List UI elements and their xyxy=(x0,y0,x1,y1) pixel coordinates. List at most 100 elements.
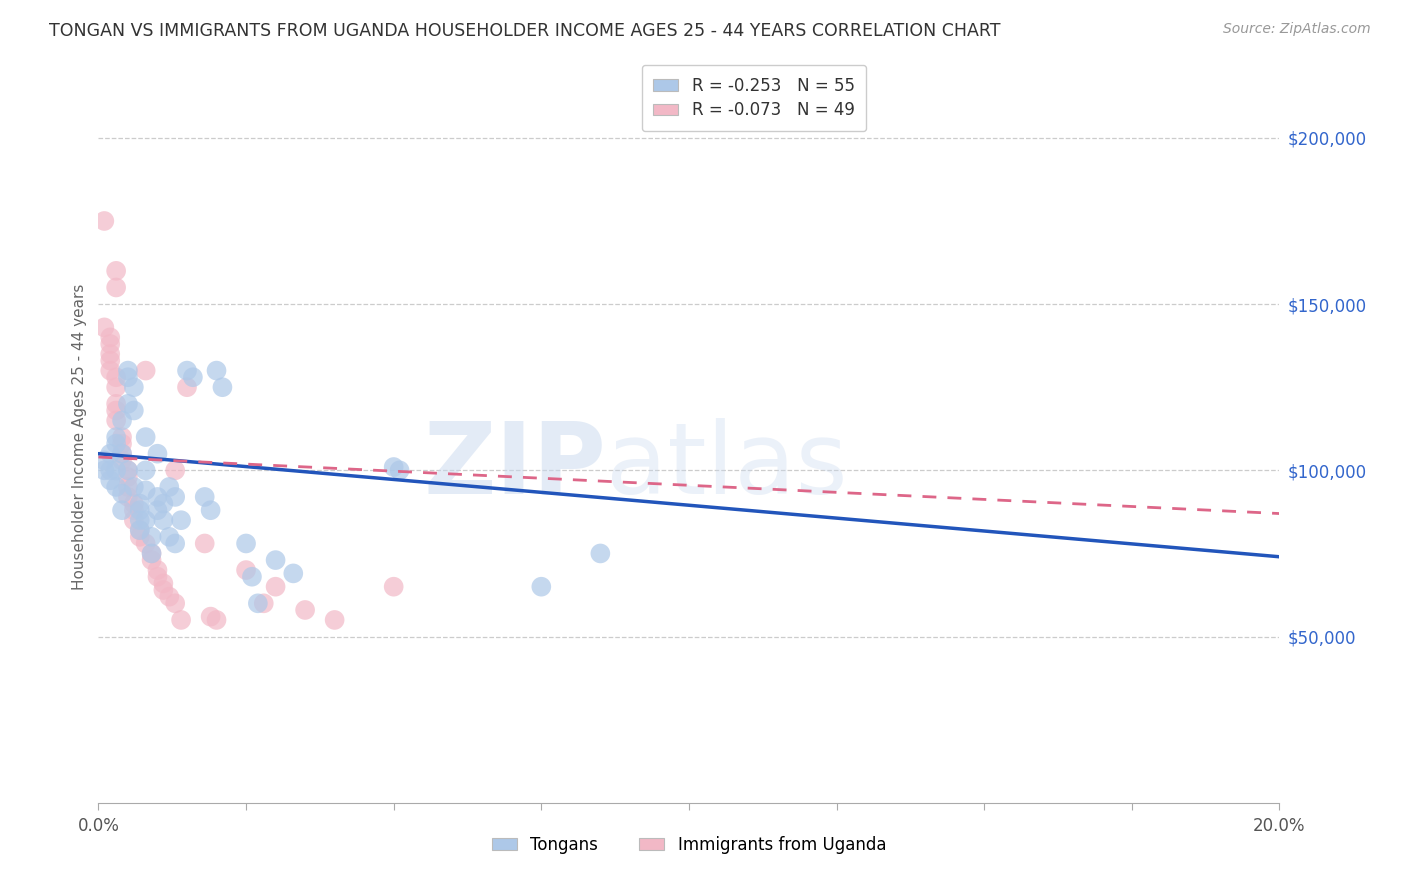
Point xyxy=(128,530,150,544)
Point xyxy=(152,497,174,511)
Point xyxy=(388,463,411,477)
Point xyxy=(105,370,128,384)
Point xyxy=(93,320,115,334)
Point xyxy=(264,553,287,567)
Point xyxy=(105,480,128,494)
Point xyxy=(128,523,150,537)
Point xyxy=(122,503,145,517)
Point xyxy=(146,570,169,584)
Point xyxy=(105,397,128,411)
Point xyxy=(141,546,163,560)
Point xyxy=(200,609,222,624)
Text: atlas: atlas xyxy=(606,417,848,515)
Point xyxy=(382,580,405,594)
Point xyxy=(117,370,139,384)
Point xyxy=(157,530,180,544)
Point xyxy=(170,513,193,527)
Point xyxy=(176,363,198,377)
Point xyxy=(105,403,128,417)
Point xyxy=(128,503,150,517)
Text: TONGAN VS IMMIGRANTS FROM UGANDA HOUSEHOLDER INCOME AGES 25 - 44 YEARS CORRELATI: TONGAN VS IMMIGRANTS FROM UGANDA HOUSEHO… xyxy=(49,22,1001,40)
Point xyxy=(111,453,134,467)
Point xyxy=(323,613,346,627)
Point xyxy=(152,576,174,591)
Point xyxy=(141,546,163,560)
Point xyxy=(135,513,157,527)
Point xyxy=(235,536,257,550)
Point xyxy=(98,447,121,461)
Point xyxy=(146,503,169,517)
Point xyxy=(111,430,134,444)
Point xyxy=(117,490,139,504)
Point xyxy=(98,330,121,344)
Point xyxy=(530,580,553,594)
Point xyxy=(176,380,198,394)
Point xyxy=(111,447,134,461)
Point xyxy=(105,413,128,427)
Point xyxy=(122,497,145,511)
Point xyxy=(135,463,157,477)
Point xyxy=(246,596,269,610)
Point xyxy=(117,463,139,477)
Point xyxy=(146,490,169,504)
Point xyxy=(165,596,187,610)
Point xyxy=(105,436,128,450)
Text: Source: ZipAtlas.com: Source: ZipAtlas.com xyxy=(1223,22,1371,37)
Point xyxy=(194,490,217,504)
Point xyxy=(128,523,150,537)
Point xyxy=(117,480,139,494)
Point xyxy=(170,613,193,627)
Point xyxy=(122,403,145,417)
Point xyxy=(105,380,128,394)
Point xyxy=(93,453,115,467)
Point xyxy=(98,363,121,377)
Point xyxy=(111,413,134,427)
Point xyxy=(152,582,174,597)
Point xyxy=(98,473,121,487)
Point xyxy=(235,563,257,577)
Point xyxy=(122,513,145,527)
Point xyxy=(93,214,115,228)
Point xyxy=(117,463,139,477)
Point xyxy=(128,497,150,511)
Point xyxy=(111,447,134,461)
Point xyxy=(240,570,263,584)
Point xyxy=(146,563,169,577)
Point xyxy=(382,460,405,475)
Point xyxy=(135,430,157,444)
Point xyxy=(111,486,134,500)
Point xyxy=(117,363,139,377)
Point xyxy=(181,370,204,384)
Point xyxy=(165,536,187,550)
Point xyxy=(283,566,305,581)
Point xyxy=(128,513,150,527)
Point xyxy=(93,463,115,477)
Point xyxy=(165,463,187,477)
Point xyxy=(165,490,187,504)
Point xyxy=(98,353,121,368)
Point xyxy=(152,513,174,527)
Point xyxy=(111,436,134,450)
Point xyxy=(264,580,287,594)
Y-axis label: Householder Income Ages 25 - 44 years: Householder Income Ages 25 - 44 years xyxy=(72,284,87,591)
Point xyxy=(98,337,121,351)
Point xyxy=(589,546,612,560)
Point xyxy=(117,397,139,411)
Point xyxy=(157,480,180,494)
Point xyxy=(253,596,276,610)
Point xyxy=(105,264,128,278)
Point xyxy=(200,503,222,517)
Point xyxy=(111,503,134,517)
Point xyxy=(105,430,128,444)
Text: ZIP: ZIP xyxy=(423,417,606,515)
Point xyxy=(98,463,121,477)
Point xyxy=(135,536,157,550)
Point xyxy=(122,480,145,494)
Point xyxy=(98,347,121,361)
Point xyxy=(146,447,169,461)
Point xyxy=(135,363,157,377)
Point xyxy=(211,380,233,394)
Point xyxy=(105,280,128,294)
Point xyxy=(135,483,157,498)
Point xyxy=(157,590,180,604)
